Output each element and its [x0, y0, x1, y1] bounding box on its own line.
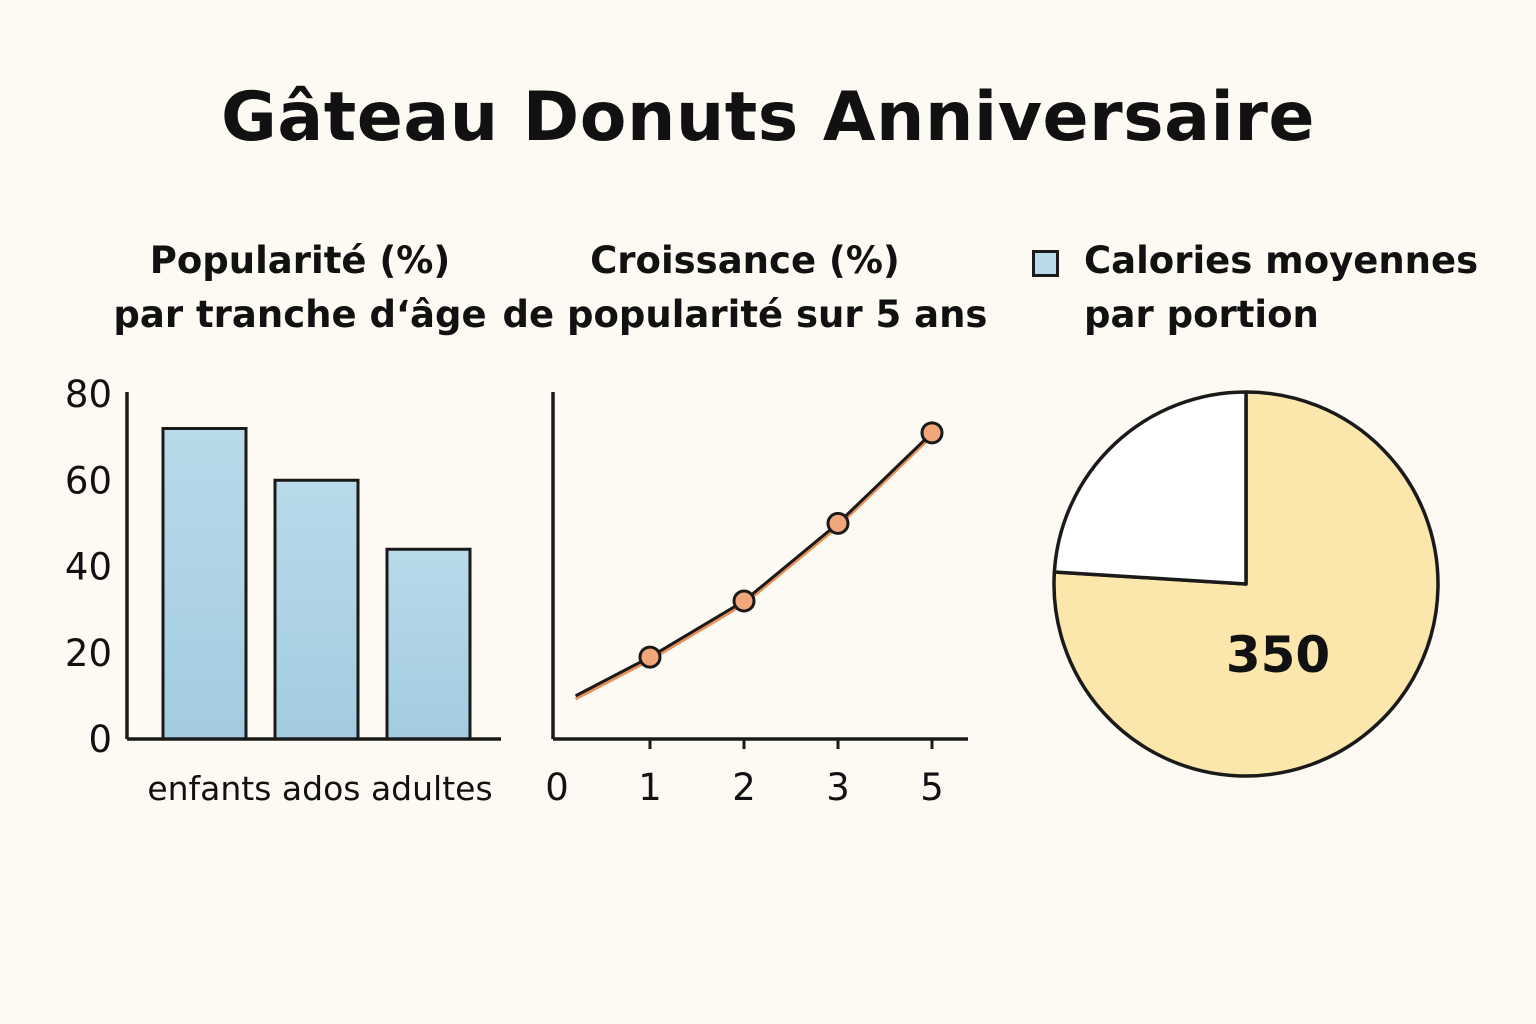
page-title: Gâteau Donuts Anniversaire — [221, 78, 1315, 157]
pie-chart-title-line-2: par portion — [1084, 293, 1319, 336]
bar-x-tick-labels: enfants ados adultes — [147, 769, 492, 808]
line-x-tick-label: 3 — [826, 766, 850, 809]
bar-y-tick-label: 60 — [65, 459, 112, 502]
bar-enfants — [161, 427, 248, 741]
bar-chart-title-line-2: par tranche d‘âge — [113, 293, 487, 336]
pie-slice-2 — [1052, 390, 1248, 586]
bar-y-tick-label: 20 — [65, 632, 112, 675]
growth-series-shadow — [574, 434, 934, 701]
bar-chart: 0 20 40 60 80 enfants ados adultes — [65, 373, 501, 808]
growth-point — [638, 645, 662, 669]
line-x-tick-label: 5 — [920, 766, 944, 809]
bar-y-tick-label: 80 — [65, 373, 112, 416]
bar-chart-title-line-1: Popularité (%) — [149, 239, 451, 282]
bar-ados — [273, 478, 360, 741]
pie-chart-title-line-1: Calories moyennes — [1084, 239, 1479, 282]
pie-legend-swatch — [1032, 250, 1059, 277]
bar-y-tick-label: 40 — [65, 546, 112, 589]
bar-y-tick-label: 0 — [88, 718, 112, 761]
growth-point — [732, 589, 756, 613]
pie-chart: 350 — [1052, 390, 1440, 778]
pie-chart-title: Calories moyennes par portion — [1030, 234, 1510, 342]
line-chart-title: Croissance (%) de popularité sur 5 ans — [500, 234, 990, 342]
line-chart-title-line-1: Croissance (%) — [590, 239, 900, 282]
line-chart-title-line-2: de popularité sur 5 ans — [502, 293, 988, 336]
pie-slice-1 — [1052, 390, 1440, 778]
bar-chart-title: Popularité (%) par tranche d‘âge — [100, 234, 500, 342]
growth-point — [826, 511, 850, 535]
growth-point — [920, 421, 944, 445]
line-x-tick-label: 1 — [638, 766, 662, 809]
line-x-tick-label: 2 — [732, 766, 756, 809]
bar-adultes — [385, 547, 472, 741]
growth-series-line — [574, 431, 934, 698]
line-chart: 0 1 2 3 5 — [545, 392, 968, 809]
pie-slice-label: 350 — [1226, 626, 1330, 684]
line-x-tick-label: 0 — [545, 766, 569, 809]
